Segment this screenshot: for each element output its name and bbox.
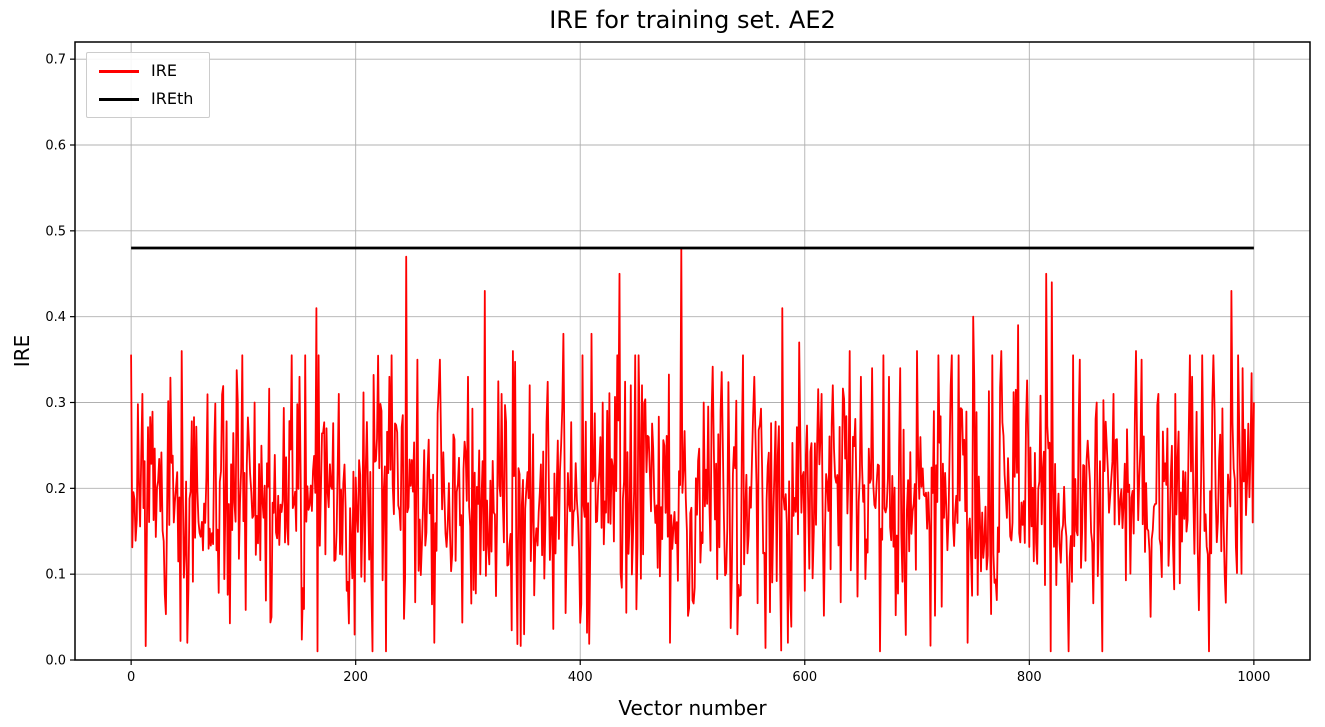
svg-text:0.1: 0.1 [45,568,66,583]
svg-text:0.6: 0.6 [45,139,66,154]
legend-item-ireth: IREth [99,91,193,107]
svg-text:1000: 1000 [1237,670,1270,685]
ire-line-sample-icon [99,69,139,73]
svg-text:600: 600 [792,670,817,685]
x-axis-label: Vector number [618,696,767,720]
legend: IRE IREth [86,52,211,118]
legend-label-ire: IRE [151,61,177,80]
ireth-line-sample-icon [99,97,139,101]
svg-text:0.5: 0.5 [45,224,66,239]
chart-title: IRE for training set. AE2 [549,6,836,34]
legend-label-ireth: IREth [151,89,194,108]
svg-text:0.3: 0.3 [45,396,66,411]
svg-text:0.4: 0.4 [45,310,66,325]
svg-text:0: 0 [127,670,135,685]
svg-text:0.7: 0.7 [45,53,66,68]
svg-text:800: 800 [1017,670,1042,685]
svg-text:400: 400 [568,670,593,685]
svg-text:200: 200 [343,670,368,685]
svg-text:0.0: 0.0 [45,654,66,669]
svg-text:0.2: 0.2 [45,482,66,497]
legend-item-ire: IRE [99,63,193,79]
